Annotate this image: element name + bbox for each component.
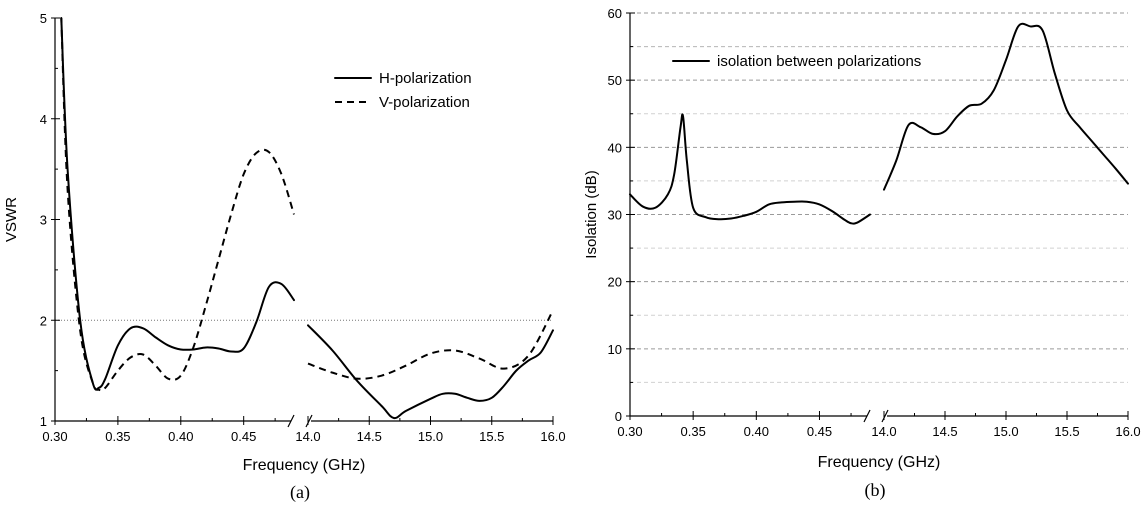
y-tick-label: 60	[608, 6, 622, 21]
y-tick-label: 2	[40, 313, 47, 328]
x-tick-label: 0.45	[807, 424, 832, 439]
chart-panel-b: 0 10 20 30 40 50 60 0.30 0.35 0.40 0.45 14.0 14.5 15.…	[583, 6, 1141, 501]
series-line-h-polarization-seg-0	[60, 17, 295, 391]
axis-break-mark-left	[287, 414, 295, 428]
y-tick-label: 30	[608, 208, 622, 223]
axis-break-mark-left	[863, 409, 871, 423]
y-axis-title: Isolation (dB)	[583, 170, 600, 258]
series-line-h-polarization-seg-1	[307, 324, 554, 420]
y-axis-title: VSWR	[3, 197, 20, 242]
y-tick-label: 20	[608, 275, 622, 290]
y-tick-label: 10	[608, 342, 622, 357]
axis-break-mark-right	[305, 414, 313, 428]
y-tick-label: 5	[40, 11, 47, 26]
x-tick-label: 0.40	[744, 424, 769, 439]
x-tick-label: 15.5	[479, 429, 504, 444]
panel-label: (b)	[865, 480, 886, 501]
x-tick-label: 0.35	[681, 424, 706, 439]
y-tick-label: 0	[615, 409, 622, 424]
y-tick-label: 50	[608, 73, 622, 88]
series-line-v-polarization-seg-0	[60, 17, 295, 392]
panel-label: (a)	[290, 482, 310, 503]
legend-label: V-polarization	[379, 94, 470, 111]
x-axis-title: Frequency (GHz)	[243, 457, 366, 474]
y-tick-label: 1	[40, 414, 47, 429]
x-tick-label: 14.5	[932, 424, 957, 439]
x-tick-label: 16.0	[540, 429, 565, 444]
y-tick-label: 40	[608, 140, 622, 155]
x-tick-label: 0.30	[617, 424, 642, 439]
x-tick-label: 0.35	[105, 429, 130, 444]
x-tick-label: 14.0	[871, 424, 896, 439]
x-tick-label: 0.30	[42, 429, 67, 444]
x-tick-label: 15.0	[418, 429, 443, 444]
chart-panel-a: 1 2 3 4 5 0.30 0.35 0.40 0.45 14.0 14.5 15.0 15.5 16.…	[3, 11, 566, 503]
x-tick-label: 0.40	[168, 429, 193, 444]
x-tick-label: 15.5	[1054, 424, 1079, 439]
x-tick-label: 15.0	[993, 424, 1018, 439]
x-tick-label: 0.45	[231, 429, 256, 444]
x-tick-label: 14.5	[357, 429, 382, 444]
legend-label: isolation between polarizations	[717, 53, 921, 70]
x-axis-title: Frequency (GHz)	[818, 454, 941, 471]
y-tick-label: 4	[40, 112, 47, 127]
legend-label: H-polarization	[379, 70, 472, 87]
x-tick-label: 16.0	[1115, 424, 1140, 439]
axis-break-mark-right	[881, 409, 889, 423]
series-line-isolation-between-polarizations-seg-1	[883, 22, 1129, 191]
y-tick-label: 3	[40, 213, 47, 228]
series-line-isolation-between-polarizations-seg-0	[629, 113, 871, 225]
x-tick-label: 14.0	[295, 429, 320, 444]
